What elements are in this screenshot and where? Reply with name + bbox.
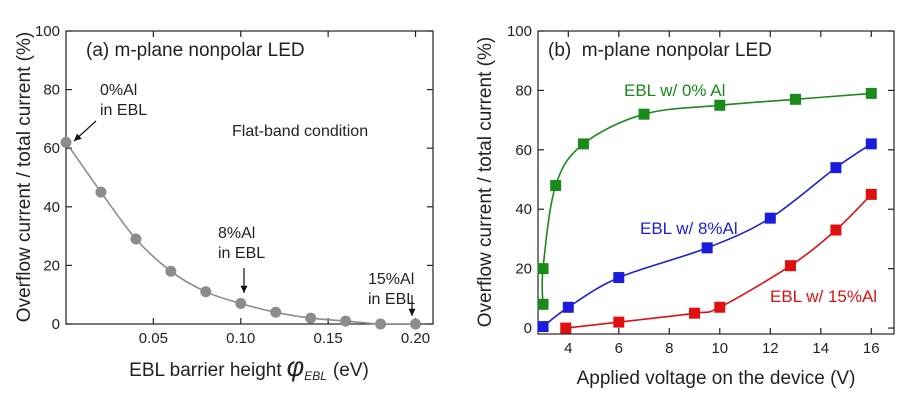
panel-a-y-tick-label: 100 — [35, 23, 60, 40]
panel-b-data-point — [537, 298, 549, 310]
panel-a-annotations: 0%Al in EBL 8%Al in EBL 15%Al in EBL — [73, 82, 416, 316]
phi-subscript: EBL — [304, 369, 327, 383]
flat-band-note: Flat-band condition — [232, 123, 368, 140]
panel-b-data-point — [764, 212, 776, 224]
panel-b-data-point — [830, 224, 842, 236]
panel-b-data-point — [830, 162, 842, 174]
panel-a-data-point — [130, 233, 142, 245]
panel-b-series-label: EBL w/ 15%Al — [770, 287, 877, 306]
panel-a-annotation-text: in EBL — [218, 245, 265, 262]
panel-b-x-tick-label: 4 — [564, 340, 572, 357]
panel-a-x-tick-label: 0.10 — [226, 330, 255, 347]
panel-a-title: (a) m-plane nonpolar LED — [86, 40, 305, 61]
panel-b-data-point — [701, 242, 713, 254]
panel-b-data-point — [714, 99, 726, 111]
panel-a-y-tick-label: 60 — [43, 140, 60, 157]
phi-symbol: φ — [287, 352, 305, 382]
panel-b-data-point — [537, 321, 549, 333]
panel-b-y-tick-label: 0 — [524, 320, 532, 337]
panel-b-x-tick-label: 14 — [812, 340, 829, 357]
panel-b-data-point — [790, 93, 802, 105]
panel-b-points — [537, 87, 877, 334]
panel-b-data-point — [537, 263, 549, 275]
panel-b-data-point — [613, 316, 625, 328]
panel-b-x-tick-label: 8 — [665, 340, 673, 357]
panel-b-series-label: EBL w/ 0% Al — [624, 81, 725, 100]
panel-b-data-point — [560, 322, 572, 334]
panel-b-data-point — [638, 108, 650, 120]
panel-a-data-point — [200, 286, 212, 298]
panel-b-x-tick-label: 16 — [863, 340, 880, 357]
panel-a-data-point — [60, 136, 72, 148]
panel-a-y-tick-label: 40 — [43, 199, 60, 216]
panel-a-plot-frame — [65, 30, 434, 325]
panel-a-points — [60, 136, 422, 330]
panel-a-x-tick-label: 0.20 — [401, 330, 430, 347]
panel-b-data-point — [577, 138, 589, 150]
panel-b-data-point — [865, 138, 877, 150]
panel-b-y-tick-label: 60 — [515, 142, 532, 159]
panel-a-annotation-text: in EBL — [368, 291, 415, 308]
panel-a-data-point — [410, 318, 422, 330]
panel-a-data-point — [270, 306, 282, 318]
panel-b-data-point — [865, 87, 877, 99]
panel-a-data-point — [165, 265, 177, 277]
panel-a-arrowhead — [240, 285, 248, 293]
panel-b-data-point — [865, 188, 877, 200]
panel-b-title: (b) m-plane nonpolar LED — [548, 40, 772, 61]
panel-a-annotation-text: 0%Al — [100, 82, 137, 99]
panel-a-data-point — [340, 315, 352, 327]
panel-b-ticks: 4 6 8 10 12 14 16 0 20 40 60 80 100 — [507, 23, 894, 357]
panel-a-x-tick-label: 0.05 — [139, 330, 168, 347]
panel-a-y-tick-label: 80 — [43, 82, 60, 99]
panel-a-data-point — [375, 318, 387, 330]
panel-a-arrowhead — [408, 308, 416, 316]
panel-a: (a) m-plane nonpolar LED Flat-band condi… — [14, 23, 434, 383]
panel-b-x-tick-label: 10 — [711, 340, 728, 357]
panel-b-x-tick-label: 6 — [615, 340, 623, 357]
panel-b-data-point — [550, 179, 562, 191]
panel-a-y-tick-label: 20 — [43, 257, 60, 274]
panel-b-data-point — [689, 307, 701, 319]
panel-b-y-axis-label: Overflow current / total current (%) — [475, 37, 496, 327]
panel-b-series-label: EBL w/ 8%Al — [640, 219, 738, 238]
panel-b-data-point — [784, 260, 796, 272]
panel-a-data-point — [95, 186, 107, 198]
panel-b-series-line — [541, 92, 872, 305]
panel-a-annotation-text: in EBL — [100, 102, 147, 119]
panel-a-data-point — [235, 297, 247, 309]
panel-b-data-point — [562, 301, 574, 313]
panel-a-y-tick-label: 0 — [52, 316, 60, 333]
panel-a-annotation-text: 15%Al — [368, 271, 414, 288]
panel-b-data-point — [613, 272, 625, 284]
panel-b-y-tick-label: 40 — [515, 201, 532, 218]
panel-a-annotation-text: 8%Al — [218, 225, 255, 242]
panel-a-arrowhead — [74, 133, 82, 141]
panel-b-x-tick-label: 12 — [762, 340, 779, 357]
panel-b: (b) m-plane nonpolar LED Overflow curren… — [475, 23, 895, 389]
panel-b-data-point — [714, 301, 726, 313]
panel-a-data-point — [305, 312, 317, 324]
x-axis-unit: (eV) — [333, 360, 369, 381]
panel-b-x-axis-label: Applied voltage on the device (V) — [577, 368, 856, 389]
panel-b-y-tick-label: 20 — [515, 261, 532, 278]
panel-a-y-axis-label: Overflow current / total current (%) — [14, 32, 35, 322]
panel-b-plot-frame — [537, 30, 895, 335]
panel-b-y-tick-label: 100 — [507, 23, 532, 40]
x-axis-label-text: EBL barrier height — [129, 360, 282, 381]
panel-b-series-labels: EBL w/ 0% Al EBL w/ 8%Al EBL w/ 15%Al — [624, 81, 877, 306]
panel-a-x-axis-label: EBL barrier height φEBL (eV) — [129, 352, 369, 383]
panel-a-x-tick-label: 0.15 — [314, 330, 343, 347]
panel-b-y-tick-label: 80 — [515, 82, 532, 99]
